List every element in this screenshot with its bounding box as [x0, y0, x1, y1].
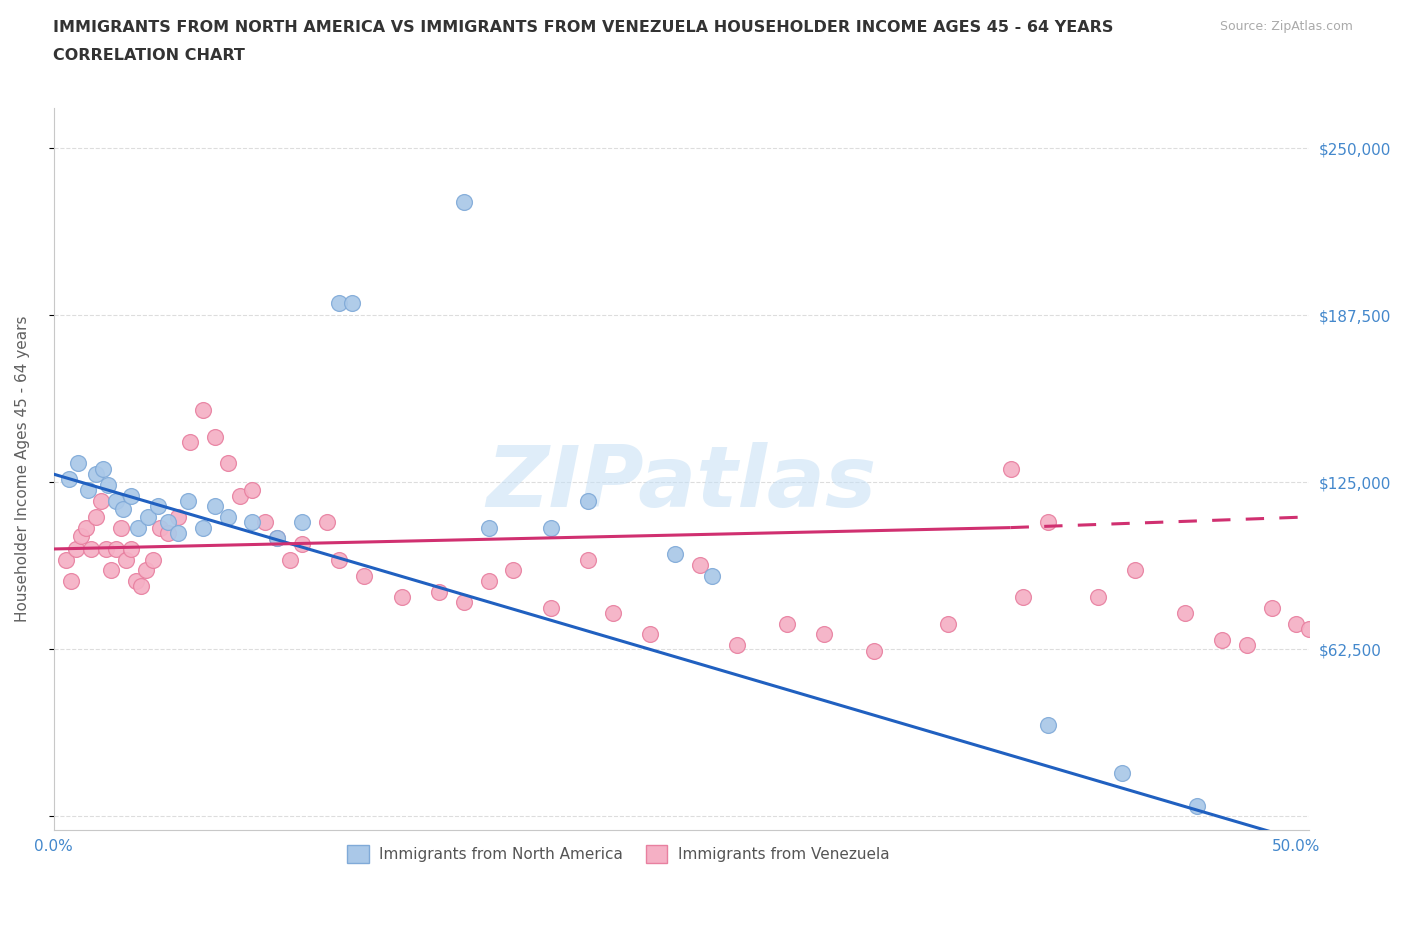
Point [638, 627, 661, 642]
Text: IMMIGRANTS FROM NORTH AMERICA VS IMMIGRANTS FROM VENEZUELA HOUSEHOLDER INCOME AG: IMMIGRANTS FROM NORTH AMERICA VS IMMIGRA… [53, 20, 1114, 35]
Point [316, 515, 339, 530]
Point [75, 520, 97, 535]
Point [242, 483, 264, 498]
Point [58, 472, 80, 487]
Point [94, 541, 117, 556]
Point [576, 552, 599, 567]
Point [278, 552, 301, 567]
Point [60, 574, 83, 589]
Point [266, 531, 288, 546]
Point [84, 510, 107, 525]
Point [204, 430, 226, 445]
Point [191, 520, 214, 535]
Point [80, 541, 103, 556]
Point [776, 617, 799, 631]
Point [167, 510, 190, 525]
Point [229, 488, 252, 503]
Point [689, 558, 711, 573]
Point [1298, 622, 1320, 637]
Point [664, 547, 686, 562]
Point [146, 498, 169, 513]
Point [91, 461, 114, 476]
Point [167, 525, 190, 540]
Point [328, 296, 350, 311]
Point [242, 515, 264, 530]
Point [129, 579, 152, 594]
Point [156, 525, 179, 540]
Point [427, 584, 450, 599]
Text: CORRELATION CHART: CORRELATION CHART [53, 48, 245, 63]
Point [453, 595, 475, 610]
Legend: Immigrants from North America, Immigrants from Venezuela: Immigrants from North America, Immigrant… [342, 839, 896, 869]
Point [84, 467, 107, 482]
Point [114, 552, 136, 567]
Point [1012, 590, 1035, 604]
Point [540, 520, 562, 535]
Point [291, 537, 314, 551]
Point [135, 563, 157, 578]
Point [70, 528, 93, 543]
Point [1185, 798, 1208, 813]
Point [217, 510, 239, 525]
Point [104, 541, 127, 556]
Y-axis label: Householder Income Ages 45 - 64 years: Householder Income Ages 45 - 64 years [15, 315, 30, 622]
Point [120, 541, 142, 556]
Point [453, 194, 475, 209]
Point [813, 627, 835, 642]
Point [97, 477, 120, 492]
Point [142, 552, 165, 567]
Point [340, 296, 363, 311]
Point [149, 520, 172, 535]
Point [104, 494, 127, 509]
Point [90, 494, 112, 509]
Point [725, 638, 748, 653]
Point [266, 531, 288, 546]
Point [217, 456, 239, 471]
Point [1310, 632, 1333, 647]
Point [65, 541, 87, 556]
Point [127, 520, 149, 535]
Point [602, 605, 624, 620]
Point [1236, 638, 1258, 653]
Point [1123, 563, 1146, 578]
Point [110, 520, 132, 535]
Point [1285, 617, 1308, 631]
Point [1260, 601, 1282, 616]
Point [179, 434, 201, 449]
Point [328, 552, 350, 567]
Point [67, 456, 90, 471]
Point [177, 494, 200, 509]
Point [120, 488, 142, 503]
Point [253, 515, 276, 530]
Point [291, 515, 314, 530]
Point [156, 515, 179, 530]
Point [1174, 605, 1197, 620]
Point [576, 494, 599, 509]
Text: ZIPatlas: ZIPatlas [486, 442, 876, 525]
Text: Source: ZipAtlas.com: Source: ZipAtlas.com [1219, 20, 1353, 33]
Point [136, 510, 159, 525]
Point [1036, 515, 1059, 530]
Point [478, 574, 501, 589]
Point [1211, 632, 1233, 647]
Point [112, 501, 135, 516]
Point [478, 520, 501, 535]
Point [863, 643, 886, 658]
Point [502, 563, 524, 578]
Point [77, 483, 100, 498]
Point [204, 498, 226, 513]
Point [391, 590, 413, 604]
Point [100, 563, 122, 578]
Point [1000, 461, 1022, 476]
Point [702, 568, 724, 583]
Point [1111, 766, 1133, 781]
Point [938, 617, 960, 631]
Point [191, 403, 214, 418]
Point [1087, 590, 1109, 604]
Point [353, 568, 375, 583]
Point [1036, 718, 1059, 733]
Point [540, 601, 562, 616]
Point [55, 552, 77, 567]
Point [124, 574, 146, 589]
